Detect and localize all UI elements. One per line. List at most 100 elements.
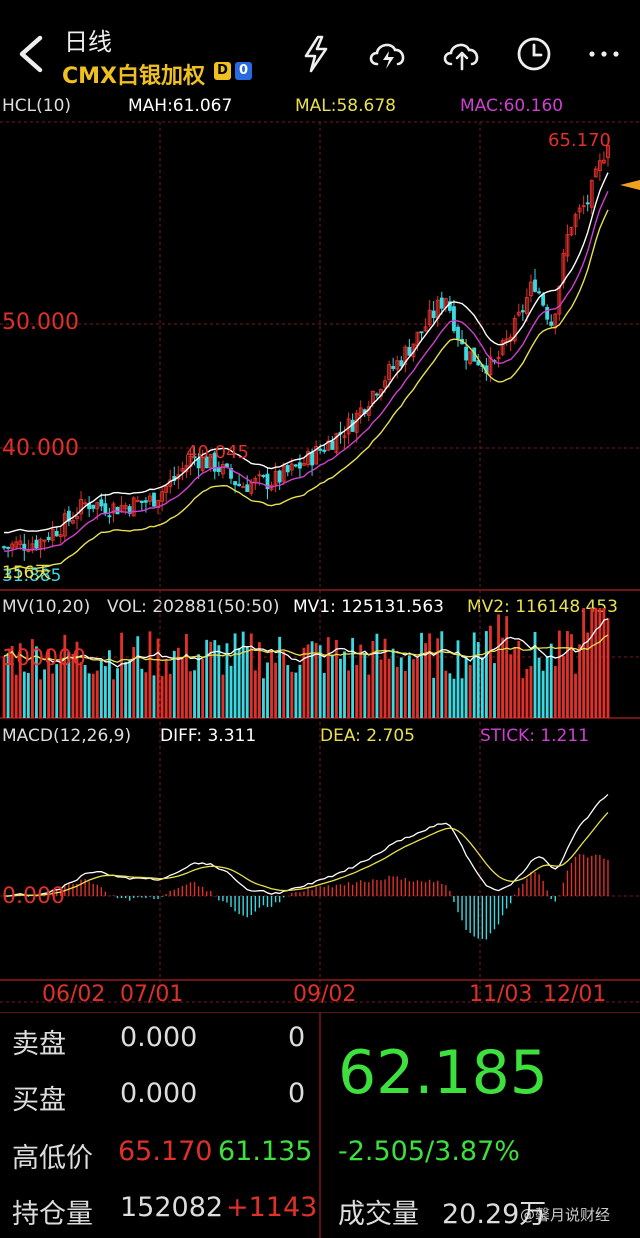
candle — [293, 464, 298, 467]
candle — [468, 351, 473, 365]
candle — [395, 360, 400, 370]
chevron-left-icon[interactable] — [14, 34, 46, 74]
kline-indicator[interactable]: HCL(10) — [2, 96, 72, 116]
volume-bar — [43, 669, 46, 718]
cloud-sync-icon[interactable] — [366, 36, 410, 72]
open-interest: 152082 — [120, 1192, 224, 1223]
candle — [439, 297, 444, 309]
volume-bar — [189, 671, 192, 718]
candle — [257, 474, 262, 477]
volume-bar — [164, 658, 168, 718]
candle — [419, 331, 424, 334]
candle — [537, 291, 541, 294]
volume-bar — [570, 634, 573, 718]
volume-bar — [355, 665, 359, 718]
diff-value: DIFF: 3.311 — [160, 726, 257, 746]
candle — [103, 503, 108, 514]
y-label-40: 40.000 — [2, 436, 79, 461]
volume-bar — [574, 673, 577, 718]
candle — [212, 452, 217, 472]
volume-bar — [545, 655, 549, 718]
volume-bar — [205, 639, 209, 718]
volume-bar — [213, 640, 217, 718]
candle — [273, 471, 278, 485]
volume-bar — [407, 655, 411, 718]
candle — [573, 214, 578, 227]
volume-bar — [436, 638, 440, 718]
candle — [593, 168, 598, 178]
candle — [208, 453, 213, 469]
volume-bar — [67, 652, 71, 718]
candle — [237, 483, 242, 487]
candle — [245, 484, 250, 493]
mv1-line — [3, 618, 609, 668]
sell-price: 0.000 — [120, 1022, 198, 1053]
candle — [261, 474, 266, 477]
candle — [452, 306, 456, 332]
candle — [464, 346, 469, 361]
date-label: 06/02 — [42, 982, 106, 1007]
volume-bar — [497, 614, 500, 718]
low-label: 31.885 — [2, 566, 62, 586]
mv2-line — [3, 634, 609, 663]
volume-indicator[interactable]: MV(10,20) — [2, 597, 91, 617]
volume-bar — [456, 640, 460, 718]
volume-bar — [99, 659, 103, 718]
candle — [577, 207, 582, 213]
price-change: -2.505/3.87% — [338, 1136, 520, 1167]
volume-bar — [286, 665, 290, 718]
volume-bar — [172, 650, 176, 718]
candle — [403, 346, 408, 365]
volume-bar — [529, 666, 533, 718]
volume-bar — [116, 668, 119, 718]
volume-bar — [221, 674, 225, 718]
candle — [285, 465, 290, 473]
volume-bar — [176, 647, 180, 718]
volume-bar — [18, 643, 22, 718]
candle — [75, 515, 79, 520]
volume-bar — [432, 677, 436, 718]
volume-bar — [262, 678, 265, 718]
volume-bar — [63, 634, 67, 718]
date-label: 11/03 — [469, 982, 533, 1007]
lightning-icon[interactable] — [300, 34, 332, 74]
clock-icon[interactable] — [516, 36, 552, 72]
candle — [143, 500, 148, 503]
candle — [200, 456, 205, 471]
candle — [277, 470, 282, 483]
volume-bar — [501, 637, 505, 718]
mah-value: MAH:61.067 — [128, 96, 233, 116]
buy-price: 0.000 — [120, 1078, 198, 1109]
date-label: 09/02 — [293, 982, 357, 1007]
buy-label: 买盘 — [12, 1085, 66, 1116]
volume-bar — [484, 631, 488, 718]
volume-bar — [464, 656, 468, 718]
candle — [529, 281, 533, 297]
volume-bar — [525, 668, 529, 718]
volume-bar — [274, 662, 278, 718]
volume-bar — [107, 650, 111, 718]
volume-bar — [359, 644, 363, 718]
volume-bar — [399, 657, 403, 718]
candle — [135, 499, 140, 502]
last-price: 62.185 — [338, 1038, 548, 1108]
volume-bar — [509, 654, 513, 718]
volume-bar — [148, 631, 152, 718]
candle — [387, 364, 392, 381]
candle — [180, 468, 185, 472]
candle — [164, 485, 169, 493]
volume-bar — [566, 631, 569, 718]
instrument-name: CMX白银加权 — [62, 64, 206, 89]
candle — [111, 503, 116, 514]
sell-qty: 0 — [288, 1022, 306, 1053]
volume-bar — [347, 670, 350, 718]
volume-bar — [452, 678, 456, 718]
more-icon[interactable] — [588, 50, 620, 58]
kline-chart[interactable] — [0, 0, 640, 1012]
volume-bar — [6, 652, 10, 718]
volume-bar — [55, 664, 59, 718]
volume-bar — [201, 659, 205, 718]
cloud-upload-icon[interactable] — [440, 36, 484, 72]
macd-indicator[interactable]: MACD(12,26,9) — [2, 726, 132, 746]
candle — [524, 297, 529, 314]
